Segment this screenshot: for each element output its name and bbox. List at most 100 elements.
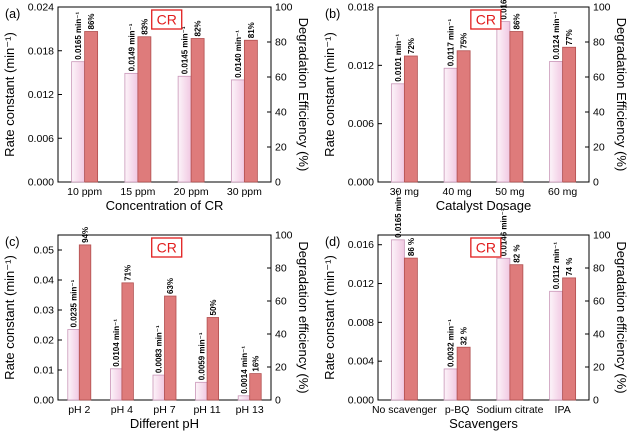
left-tick-label: 0.03 [34,305,55,317]
left-tick-label: 0.012 [348,60,374,72]
x-tick-label: 20 ppm [174,186,209,198]
efficiency-label: 74 % [565,258,574,276]
panel-d: 0.000 0.004 0.008 0.012 0.016 0 20 40 60 80 100 No … [322,190,629,431]
right-axis-title: Degradation Efficiency (%) [296,18,311,172]
degradation-efficiency-bar [403,55,418,183]
right-tick-label: 20 [275,362,287,374]
rate-constant-label: 0.0165 min⁻¹ [394,190,403,238]
cr-annotation: CR [476,12,496,28]
right-tick-label: 40 [593,329,605,341]
right-tick-label: 100 [275,230,293,242]
left-tick-label: 0.006 [28,133,54,145]
x-axis-title: Concentration of CR [106,198,224,213]
left-tick-label: 0.012 [28,89,54,101]
efficiency-label: 81% [247,22,256,38]
degradation-efficiency-bar [84,31,99,183]
x-axis-title: Scavengers [449,416,518,431]
efficiency-label: 71% [124,265,133,281]
efficiency-label: 82 % [512,244,521,262]
efficiency-label: 32 % [460,327,469,345]
efficiency-label: 94% [81,227,90,243]
degradation-efficiency-bar [562,46,577,183]
panel-label: (b) [325,7,340,21]
x-axis-title: Different pH [130,416,199,431]
efficiency-label: 77% [565,29,574,45]
left-tick-label: 0.000 [28,177,54,189]
rate-constant-bar [152,374,165,401]
left-tick-label: 0.016 [348,239,374,251]
x-tick-label: pH 4 [111,404,133,416]
rate-constant-bar [443,368,458,401]
degradation-efficiency-bar [509,31,524,183]
degradation-efficiency-bar [164,295,177,401]
panel-label: (c) [5,235,20,249]
left-tick-label: 0.02 [34,335,55,347]
left-axis-title: Rate constant (min⁻¹) [322,32,337,157]
right-tick-label: 80 [275,37,287,49]
rate-constant-bar [496,21,511,183]
plot-frame [377,234,590,401]
rate-constant-bar [496,257,511,401]
left-tick-label: 0.006 [348,118,374,130]
rate-constant-label: 0.0149 min⁻¹ [127,23,136,71]
x-tick-label: 60 mg [548,186,577,198]
x-tick-label: 40 mg [443,186,472,198]
panel-a: 0.000 0.006 0.012 0.018 0.024 0 20 40 60 80 100 10 … [2,2,311,214]
right-tick-label: 40 [593,107,605,119]
x-tick-label: Sodium citrate [476,404,543,416]
right-tick-label: 20 [593,142,605,154]
efficiency-label: 63% [166,278,175,294]
rate-constant-label: 0.0145 min⁻¹ [181,26,190,74]
right-tick-label: 20 [275,142,287,154]
degradation-efficiency-bar [78,244,92,401]
efficiency-label: 86% [87,13,96,29]
right-axis-title: Degradation efficiency (%) [296,241,311,393]
degradation-efficiency-bar [562,277,577,401]
rate-constant-bar [237,395,251,401]
x-axis-title: Catalyst Dosage [436,198,531,213]
left-tick-label: 0.004 [348,356,374,368]
left-axis-title: Rate constant (min⁻¹) [322,255,337,380]
x-tick-label: IPA [555,404,571,416]
efficiency-label: 72% [407,38,416,54]
degradation-efficiency-bar [456,346,471,401]
rate-constant-label: 0.0124 min⁻¹ [552,11,561,59]
rate-constant-bar [124,72,139,183]
x-tick-label: pH 13 [236,404,264,416]
right-tick-label: 60 [593,296,605,308]
rate-constant-label: 0.0165 min⁻¹ [74,12,83,60]
right-tick-label: 100 [593,2,611,14]
x-tick-label: 30 mg [390,186,419,198]
right-axis-title: Degradation efficiency (%) [614,241,629,393]
panel-c: 0.00 0.01 0.02 0.03 0.04 0.05 0 20 40 60 80 100 pH 2… [2,227,311,431]
right-tick-label: 0 [275,395,281,407]
right-tick-label: 80 [593,263,605,275]
rate-constant-bar [390,83,405,183]
rate-constant-label: 0.0101 min⁻¹ [394,34,403,82]
x-tick-label: pH 7 [153,404,175,416]
left-tick-label: 0.024 [28,2,54,14]
right-tick-label: 60 [593,72,605,84]
rate-constant-bar [195,381,208,401]
rate-constant-bar [549,61,564,183]
rate-constant-label: 0.0104 min⁻¹ [112,319,121,367]
x-tick-label: pH 11 [193,404,220,416]
right-tick-label: 0 [275,177,281,189]
degradation-efficiency-bar [121,282,134,401]
x-tick-label: No scavenger [372,404,437,416]
rate-constant-label: 0.0146 min⁻¹ [499,208,508,256]
right-tick-label: 0 [593,395,599,407]
rate-constant-bar [71,61,86,183]
rate-constant-label: 0.0117 min⁻¹ [447,19,456,67]
x-tick-label: 10 ppm [67,186,102,198]
right-axis-title: Degradation Efficiency (%) [614,18,629,172]
left-tick-label: 0.000 [348,395,374,407]
right-tick-label: 100 [275,2,293,14]
rate-constant-label: 0.0032 min⁻¹ [447,319,456,367]
plot-frame [377,6,590,183]
right-tick-label: 60 [275,72,287,84]
efficiency-label: 86% [512,13,521,29]
rate-constant-bar [230,79,245,183]
rate-constant-label: 0.0059 min⁻¹ [197,332,206,380]
panel-b: 0.000 0.006 0.012 0.018 0 20 40 60 80 100 30 mg 0.0… [322,0,629,213]
